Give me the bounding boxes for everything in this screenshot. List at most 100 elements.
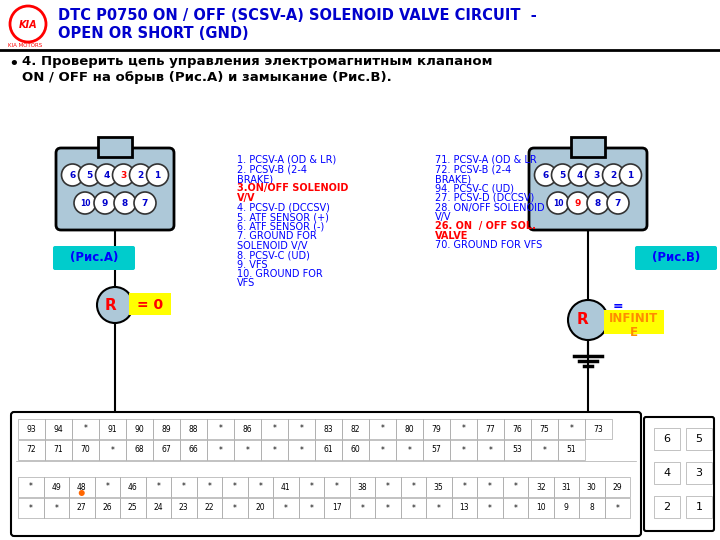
Text: 2: 2 — [138, 171, 143, 179]
Bar — [477, 477, 503, 497]
Text: 70: 70 — [81, 446, 91, 455]
Text: 23: 23 — [179, 503, 189, 512]
Text: 1: 1 — [154, 171, 161, 179]
Bar — [531, 419, 558, 439]
Text: 4: 4 — [103, 171, 109, 179]
Bar — [503, 477, 528, 497]
Bar — [43, 477, 69, 497]
Text: 3: 3 — [120, 171, 127, 179]
Text: *: * — [29, 483, 32, 491]
Circle shape — [569, 164, 590, 186]
Bar — [396, 440, 423, 460]
Text: 89: 89 — [162, 424, 171, 434]
Text: 28. ON/OFF SOLENOID: 28. ON/OFF SOLENOID — [435, 202, 544, 213]
FancyBboxPatch shape — [53, 246, 135, 270]
Bar — [261, 440, 288, 460]
Text: *: * — [105, 483, 109, 491]
Bar — [585, 419, 612, 439]
Circle shape — [619, 164, 642, 186]
Bar — [571, 137, 605, 157]
Bar — [504, 419, 531, 439]
Text: *: * — [489, 446, 492, 455]
Text: *: * — [273, 424, 276, 434]
Bar — [94, 477, 120, 497]
Text: E: E — [630, 326, 638, 339]
Text: 5: 5 — [86, 171, 93, 179]
Text: *: * — [381, 446, 384, 455]
FancyBboxPatch shape — [11, 412, 641, 536]
Text: *: * — [300, 446, 303, 455]
Bar — [222, 477, 248, 497]
Text: *: * — [411, 503, 415, 512]
Text: 1: 1 — [696, 502, 703, 512]
Circle shape — [61, 164, 84, 186]
Circle shape — [587, 192, 609, 214]
Bar — [299, 498, 324, 518]
Text: BRAKE): BRAKE) — [435, 174, 471, 184]
Bar — [579, 477, 605, 497]
Text: 4. Проверить цепь управления электромагнитным клапаном: 4. Проверить цепь управления электромагн… — [22, 55, 492, 68]
Bar — [579, 498, 605, 518]
Circle shape — [78, 164, 101, 186]
Circle shape — [94, 192, 116, 214]
Text: *: * — [219, 446, 222, 455]
Bar — [375, 477, 400, 497]
Bar — [654, 462, 680, 484]
Text: BRAKE): BRAKE) — [237, 174, 273, 184]
Bar — [99, 440, 126, 460]
Bar — [171, 498, 197, 518]
Text: *: * — [488, 503, 492, 512]
Bar — [18, 440, 45, 460]
Text: 90: 90 — [135, 424, 145, 434]
Bar — [248, 477, 273, 497]
Text: *: * — [360, 503, 364, 512]
Bar — [145, 477, 171, 497]
Text: 93: 93 — [27, 424, 37, 434]
Text: 49: 49 — [51, 483, 61, 491]
Bar — [234, 419, 261, 439]
Text: 26. ON  / OFF SOL.: 26. ON / OFF SOL. — [435, 221, 536, 232]
Text: VALVE: VALVE — [435, 231, 469, 241]
Bar — [126, 440, 153, 460]
Text: 10: 10 — [536, 503, 546, 512]
Text: SOLENOID V/V: SOLENOID V/V — [237, 240, 307, 251]
Text: 94: 94 — [53, 424, 63, 434]
Bar — [531, 440, 558, 460]
Text: 80: 80 — [405, 424, 414, 434]
Text: 4. PCSV-D (DCCSV): 4. PCSV-D (DCCSV) — [237, 202, 330, 213]
Text: *: * — [513, 483, 517, 491]
Text: *: * — [29, 503, 32, 512]
Text: 8: 8 — [590, 503, 594, 512]
Text: 46: 46 — [128, 483, 138, 491]
Text: 71: 71 — [54, 446, 63, 455]
Text: *: * — [616, 503, 619, 512]
Bar — [145, 498, 171, 518]
Text: 70. GROUND FOR VFS: 70. GROUND FOR VFS — [435, 240, 542, 251]
Text: KIA: KIA — [19, 20, 37, 30]
Text: V/V: V/V — [237, 193, 256, 203]
Bar — [120, 498, 145, 518]
Text: 51: 51 — [567, 446, 576, 455]
Bar — [686, 496, 712, 518]
Circle shape — [10, 6, 46, 42]
Text: =: = — [613, 300, 624, 313]
Text: *: * — [408, 446, 411, 455]
Text: 1: 1 — [627, 171, 634, 179]
Bar — [180, 419, 207, 439]
Bar — [207, 440, 234, 460]
Circle shape — [74, 192, 96, 214]
Circle shape — [547, 192, 569, 214]
Bar — [528, 498, 554, 518]
Bar — [342, 419, 369, 439]
Bar — [207, 419, 234, 439]
Text: *: * — [462, 424, 465, 434]
Text: (Рис.B): (Рис.B) — [652, 252, 700, 265]
Text: 67: 67 — [161, 446, 171, 455]
Text: 9: 9 — [575, 199, 581, 207]
Text: 24: 24 — [153, 503, 163, 512]
Text: 61: 61 — [324, 446, 333, 455]
Bar — [686, 428, 712, 450]
Bar — [451, 477, 477, 497]
Text: INFINIT: INFINIT — [609, 313, 659, 326]
Bar — [554, 477, 579, 497]
